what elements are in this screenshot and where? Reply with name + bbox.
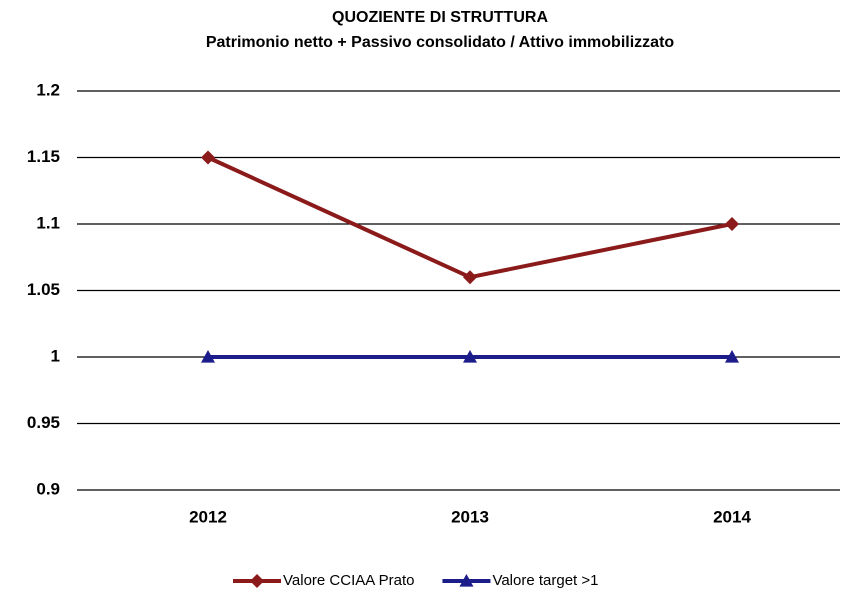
chart-title: QUOZIENTE DI STRUTTURA bbox=[332, 9, 548, 26]
y-tick-label: 1.15 bbox=[27, 147, 60, 166]
x-tick-label: 2013 bbox=[451, 507, 489, 526]
y-tick-label: 1.1 bbox=[36, 213, 60, 232]
marker bbox=[463, 270, 477, 285]
y-tick-label: 1.2 bbox=[36, 80, 60, 99]
marker bbox=[201, 150, 215, 165]
y-tick-label: 0.9 bbox=[36, 479, 60, 498]
chart-subtitle: Patrimonio netto + Passivo consolidato /… bbox=[206, 34, 675, 51]
marker bbox=[201, 350, 215, 363]
marker bbox=[725, 217, 739, 231]
legend-label: Valore CCIAA Prato bbox=[283, 572, 414, 589]
series-line bbox=[207, 155, 733, 280]
y-tick-label: 1.05 bbox=[27, 280, 60, 299]
marker bbox=[725, 350, 739, 363]
marker bbox=[459, 574, 474, 587]
x-tick-label: 2014 bbox=[713, 507, 751, 526]
y-tick-label: 0.95 bbox=[27, 413, 60, 432]
marker bbox=[463, 350, 477, 363]
x-tick-label: 2012 bbox=[189, 507, 227, 526]
marker bbox=[250, 574, 264, 588]
y-tick-label: 1 bbox=[51, 346, 60, 365]
legend-label: Valore target >1 bbox=[492, 572, 598, 589]
